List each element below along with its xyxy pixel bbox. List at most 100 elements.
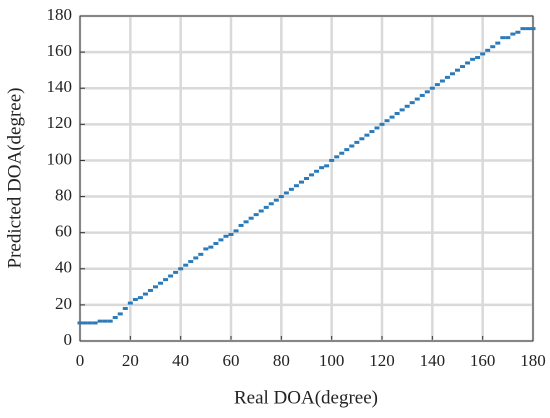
x-tick-label: 120	[369, 351, 395, 370]
data-point	[137, 296, 143, 300]
data-point	[394, 112, 400, 115]
data-point	[283, 191, 289, 195]
data-point	[339, 151, 345, 155]
data-point	[485, 48, 491, 52]
y-tick-label: 180	[47, 5, 73, 24]
data-point	[293, 184, 299, 188]
data-point	[414, 97, 420, 101]
data-point	[193, 256, 199, 260]
data-point	[273, 198, 279, 202]
data-point	[500, 36, 506, 40]
data-point	[112, 316, 118, 320]
data-point	[107, 319, 113, 323]
data-point	[127, 301, 133, 305]
data-point	[449, 72, 455, 76]
y-tick-label: 0	[64, 330, 73, 349]
data-point	[87, 321, 93, 325]
data-point	[525, 27, 531, 31]
data-point	[102, 319, 108, 323]
data-point	[158, 281, 164, 285]
data-point	[510, 32, 516, 36]
data-point	[122, 307, 128, 310]
data-point	[198, 252, 204, 256]
data-point	[389, 115, 395, 119]
data-point	[364, 133, 370, 137]
data-point	[384, 119, 390, 123]
y-tick-label: 160	[47, 41, 73, 60]
data-point	[429, 86, 435, 90]
data-point	[147, 288, 153, 292]
data-point	[223, 234, 229, 238]
data-point	[379, 122, 385, 126]
data-point	[309, 173, 315, 177]
data-point	[268, 202, 274, 206]
y-axis-label: Predicted DOA(degree)	[4, 88, 25, 269]
x-tick-label: 160	[470, 351, 496, 370]
x-tick-label: 140	[420, 351, 446, 370]
data-point	[153, 285, 158, 289]
x-tick-label: 20	[122, 351, 139, 370]
data-point	[163, 278, 169, 282]
data-point	[288, 187, 294, 191]
x-axis-label: Real DOA(degree)	[234, 387, 378, 408]
plot-frame	[79, 15, 534, 342]
y-tick-label: 140	[47, 77, 73, 96]
y-tick-label: 80	[55, 185, 72, 204]
data-point	[520, 27, 526, 31]
data-point	[188, 260, 194, 264]
data-point	[304, 177, 309, 180]
data-point	[92, 321, 98, 325]
data-point	[218, 238, 224, 242]
y-tick-label: 60	[55, 222, 72, 241]
data-point	[495, 41, 501, 45]
data-point	[329, 158, 335, 162]
x-tick-label: 180	[520, 351, 546, 370]
x-tick-label: 60	[223, 351, 240, 370]
data-point	[409, 101, 415, 105]
data-point	[258, 209, 264, 213]
y-tick-label: 40	[55, 258, 72, 277]
x-tick-label: 40	[172, 351, 189, 370]
data-point	[82, 321, 88, 325]
data-point	[444, 75, 450, 79]
data-point	[490, 45, 496, 49]
data-point	[253, 213, 259, 217]
data-point	[460, 65, 466, 69]
data-point	[248, 216, 254, 220]
data-point	[470, 57, 476, 61]
data-point	[142, 292, 148, 296]
data-point	[530, 27, 536, 31]
data-point	[213, 242, 219, 245]
data-point	[233, 229, 239, 233]
data-point	[354, 140, 360, 144]
data-point	[439, 79, 445, 83]
data-point	[404, 104, 410, 108]
x-tick-label: 100	[319, 351, 345, 370]
x-tick-label: 0	[76, 351, 85, 370]
data-point	[77, 321, 83, 325]
data-point	[183, 263, 189, 267]
data-point	[97, 319, 103, 323]
data-point	[359, 137, 365, 141]
data-point	[208, 245, 214, 249]
data-point	[369, 130, 375, 134]
data-point	[117, 312, 123, 316]
data-point	[132, 297, 138, 301]
data-point	[324, 164, 330, 168]
data-point	[168, 274, 174, 278]
data-point	[505, 36, 511, 40]
y-tick-label: 120	[47, 113, 73, 132]
y-tick-label: 20	[55, 294, 72, 313]
data-point	[434, 83, 440, 87]
data-point	[344, 148, 350, 152]
data-point	[455, 68, 460, 72]
x-tick-label: 80	[273, 351, 290, 370]
data-point	[228, 232, 234, 236]
data-point	[263, 205, 269, 209]
data-point	[238, 223, 244, 227]
data-point	[349, 144, 355, 148]
data-point	[298, 180, 304, 184]
data-point	[314, 169, 320, 173]
data-point	[173, 270, 179, 274]
